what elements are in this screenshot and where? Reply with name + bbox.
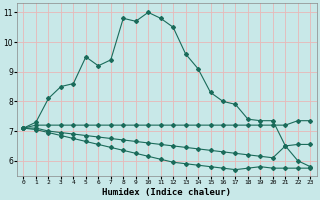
X-axis label: Humidex (Indice chaleur): Humidex (Indice chaleur) <box>102 188 231 197</box>
